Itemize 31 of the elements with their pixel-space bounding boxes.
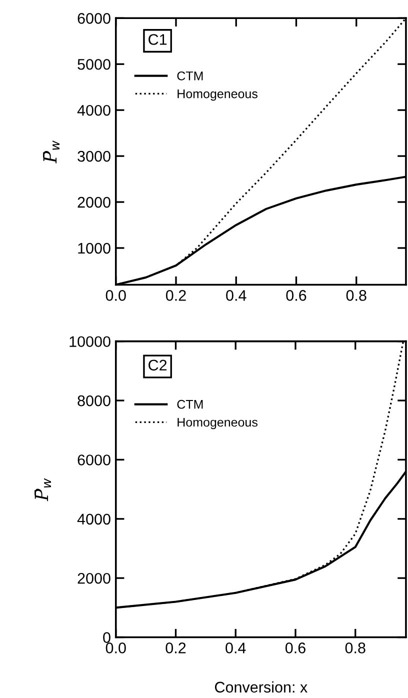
x-axis-title: Conversion: x <box>214 681 308 693</box>
y-tick-label: 4000 <box>77 514 110 525</box>
x-tick-label: 0.2 <box>166 642 186 654</box>
x-tick-label: 0.8 <box>345 642 366 654</box>
legend-label: Homogeneous <box>178 418 258 430</box>
x-tick-label: 0.4 <box>226 642 246 654</box>
annotation: C1 <box>148 34 167 45</box>
y-axis-title: P̄$_{w}$ <box>34 478 51 502</box>
y-tick-label: 0 <box>103 632 110 643</box>
legend-label: CTM <box>177 400 203 409</box>
legend-label: CTM <box>177 71 203 80</box>
y-tick-label: 6000 <box>78 13 110 24</box>
y-axis-title: P̄$_{w}$ <box>43 140 60 164</box>
y-tick-label: 2000 <box>78 196 110 208</box>
y-tick-label: 2000 <box>78 572 110 584</box>
y-tick-label: 6000 <box>78 454 110 466</box>
y-tick-label: 10000 <box>70 336 110 348</box>
x-tick-label: 0.0 <box>106 642 126 654</box>
x-tick-label: 0.8 <box>346 290 366 301</box>
y-tick-label: 5000 <box>78 58 110 70</box>
annotation: C2 <box>148 360 167 371</box>
y-tick-label: 4000 <box>77 104 110 116</box>
y-tick-label: 3000 <box>78 150 110 162</box>
x-tick-label: 0.6 <box>285 642 306 654</box>
x-tick-label: 0.4 <box>226 290 246 301</box>
legend-label: Homogeneous <box>178 90 258 101</box>
y-tick-label: 1000 <box>78 242 110 254</box>
x-tick-label: 0.6 <box>286 290 306 301</box>
x-tick-label: 0.2 <box>166 290 186 301</box>
y-tick-label: 8000 <box>78 395 110 406</box>
x-tick-label: 0.0 <box>106 290 126 301</box>
